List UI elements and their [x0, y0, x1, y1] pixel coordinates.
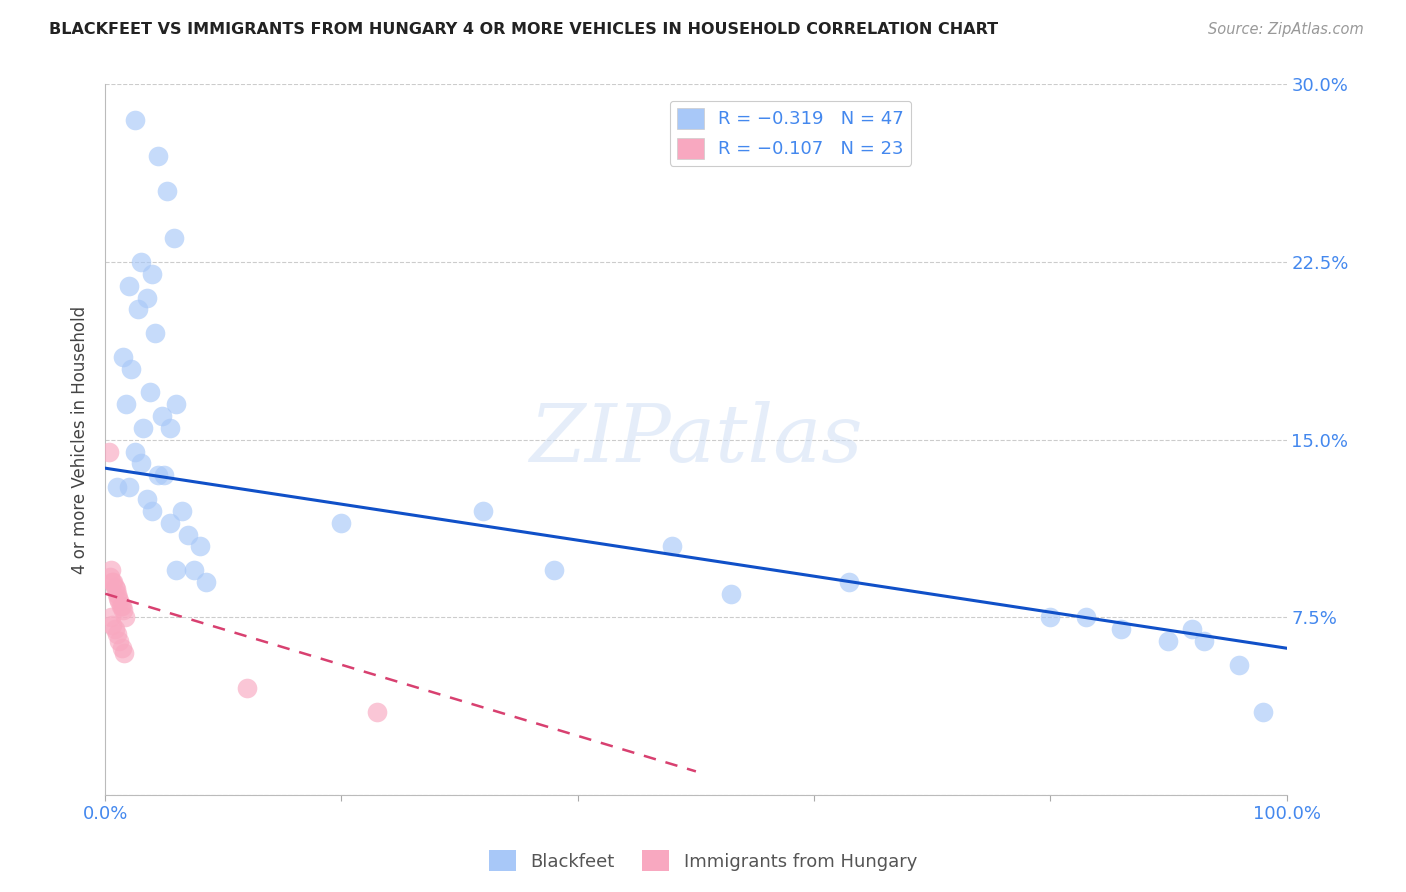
Legend: Blackfeet, Immigrants from Hungary: Blackfeet, Immigrants from Hungary — [482, 843, 924, 879]
Point — [159, 516, 181, 530]
Legend: R = −0.319   N = 47, R = −0.107   N = 23: R = −0.319 N = 47, R = −0.107 N = 23 — [669, 101, 911, 166]
Point — [104, 580, 127, 594]
Text: ZIPatlas: ZIPatlas — [529, 401, 863, 478]
Point — [661, 539, 683, 553]
Point — [163, 231, 186, 245]
Point — [111, 641, 134, 656]
Point — [170, 504, 193, 518]
Point — [1227, 657, 1250, 672]
Point — [100, 563, 122, 577]
Point — [194, 574, 217, 589]
Point — [108, 594, 131, 608]
Point — [1109, 622, 1132, 636]
Point — [472, 504, 495, 518]
Point — [111, 599, 134, 613]
Text: BLACKFEET VS IMMIGRANTS FROM HUNGARY 4 OR MORE VEHICLES IN HOUSEHOLD CORRELATION: BLACKFEET VS IMMIGRANTS FROM HUNGARY 4 O… — [49, 22, 998, 37]
Point — [105, 480, 128, 494]
Point — [107, 591, 129, 606]
Point — [236, 681, 259, 696]
Point — [111, 603, 134, 617]
Text: Source: ZipAtlas.com: Source: ZipAtlas.com — [1208, 22, 1364, 37]
Point — [141, 504, 163, 518]
Point — [120, 361, 142, 376]
Point — [139, 385, 162, 400]
Point — [1157, 634, 1180, 648]
Point — [104, 622, 127, 636]
Point — [101, 574, 124, 589]
Point — [720, 587, 742, 601]
Point — [330, 516, 353, 530]
Point — [165, 563, 187, 577]
Point — [543, 563, 565, 577]
Y-axis label: 4 or more Vehicles in Household: 4 or more Vehicles in Household — [72, 306, 89, 574]
Point — [100, 610, 122, 624]
Point — [1039, 610, 1062, 624]
Point — [148, 148, 170, 162]
Point — [838, 574, 860, 589]
Point — [108, 634, 131, 648]
Point — [118, 278, 141, 293]
Point — [105, 587, 128, 601]
Point — [143, 326, 166, 340]
Point — [156, 184, 179, 198]
Point — [135, 291, 157, 305]
Point — [188, 539, 211, 553]
Point — [183, 563, 205, 577]
Point — [127, 302, 149, 317]
Point — [177, 527, 200, 541]
Point — [110, 599, 132, 613]
Point — [141, 267, 163, 281]
Point — [1251, 705, 1274, 719]
Point — [150, 409, 173, 423]
Point — [129, 457, 152, 471]
Point — [165, 397, 187, 411]
Point — [124, 444, 146, 458]
Point — [159, 421, 181, 435]
Point — [115, 397, 138, 411]
Point — [1181, 622, 1204, 636]
Point — [124, 112, 146, 127]
Point — [105, 627, 128, 641]
Point — [135, 491, 157, 506]
Point — [366, 705, 388, 719]
Point — [118, 480, 141, 494]
Point — [114, 610, 136, 624]
Point — [111, 350, 134, 364]
Point — [101, 617, 124, 632]
Point — [104, 582, 127, 596]
Point — [1192, 634, 1215, 648]
Point — [98, 570, 121, 584]
Point — [148, 468, 170, 483]
Point — [103, 574, 125, 589]
Point — [153, 468, 176, 483]
Point — [129, 255, 152, 269]
Point — [112, 646, 135, 660]
Point — [97, 444, 120, 458]
Point — [1074, 610, 1097, 624]
Point — [132, 421, 155, 435]
